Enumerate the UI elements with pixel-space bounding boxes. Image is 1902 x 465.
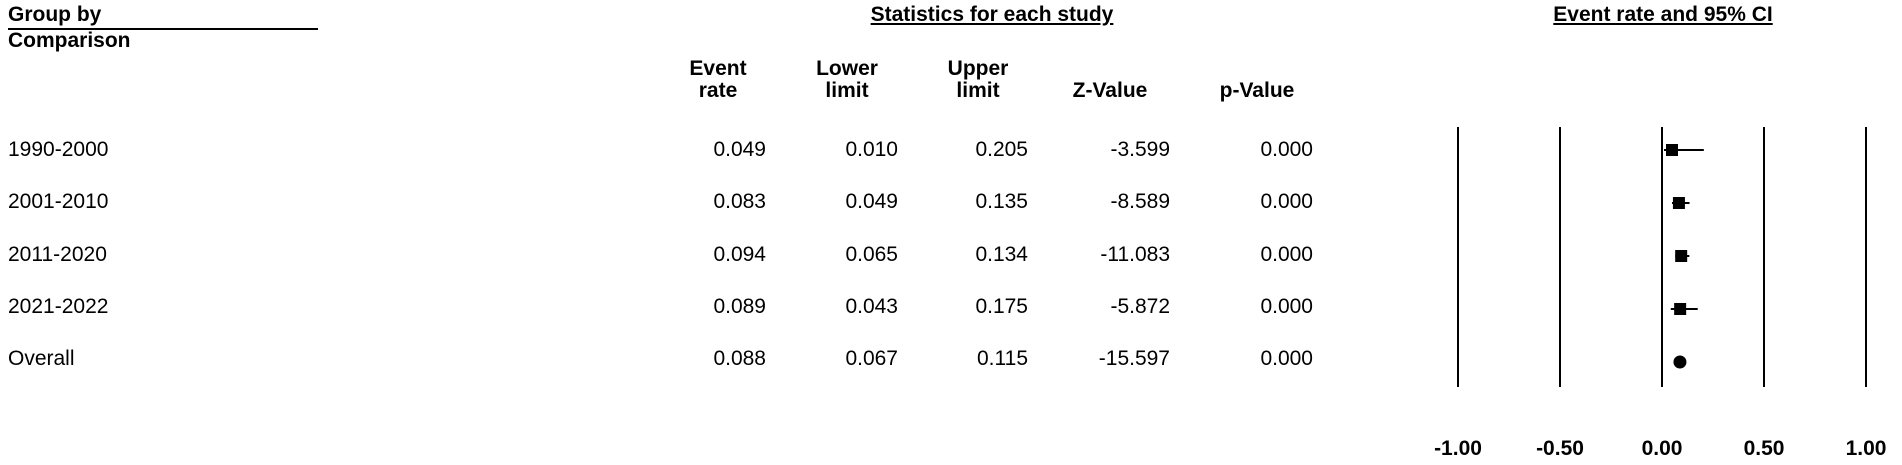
upper-limit-cell: 0.135	[975, 190, 1028, 213]
z-value-cell: -15.597	[1098, 347, 1170, 370]
x-tick-label: -1.00	[1434, 437, 1482, 460]
lower-limit-cell: 0.010	[845, 138, 898, 161]
group-by-header: Group by	[8, 3, 102, 26]
event-rate-cell: 0.094	[713, 243, 766, 266]
z-value-cell: -3.599	[1110, 138, 1170, 161]
event-rate-cell: 0.049	[713, 138, 766, 161]
row-label-overall: Overall	[8, 347, 75, 370]
point-estimate	[1674, 303, 1687, 315]
col-header-p-value: p-Value	[1219, 79, 1295, 102]
x-tick-label: 0.50	[1743, 437, 1785, 460]
stats-title: Statistics for each study	[870, 3, 1114, 26]
x-tick-label: 0.00	[1641, 437, 1683, 460]
point-estimate	[1672, 197, 1685, 209]
lower-limit-cell: 0.067	[845, 347, 898, 370]
p-value-cell: 0.000	[1260, 190, 1313, 213]
point-estimate	[1665, 144, 1678, 156]
p-value-cell: 0.000	[1260, 243, 1313, 266]
event-rate-cell: 0.089	[713, 295, 766, 318]
row-label: 1990-2000	[8, 138, 109, 161]
event-rate-cell: 0.083	[713, 190, 766, 213]
group-by-underline	[8, 28, 318, 30]
col-header-upper-limit: Upper limit	[947, 57, 1009, 102]
col-header-z-value: Z-Value	[1072, 79, 1148, 102]
p-value-cell: 0.000	[1260, 347, 1313, 370]
lower-limit-cell: 0.049	[845, 190, 898, 213]
comparison-header: Comparison	[8, 29, 131, 52]
summary-point	[1673, 355, 1687, 369]
col-header-lower-limit: Lower limit	[816, 57, 878, 102]
ci-title: Event rate and 95% CI	[1553, 3, 1773, 26]
lower-limit-cell: 0.065	[845, 243, 898, 266]
z-value-cell: -11.083	[1100, 243, 1170, 266]
z-value-cell: -5.872	[1110, 295, 1170, 318]
col-header-event-rate: Event rate	[689, 57, 747, 102]
upper-limit-cell: 0.134	[975, 243, 1028, 266]
x-tick-label: -0.50	[1536, 437, 1584, 460]
row-label: 2001-2010	[8, 190, 109, 213]
lower-limit-cell: 0.043	[845, 295, 898, 318]
row-label: 2011-2020	[8, 243, 107, 266]
upper-limit-cell: 0.205	[975, 138, 1028, 161]
p-value-cell: 0.000	[1260, 138, 1313, 161]
point-estimate	[1675, 250, 1688, 262]
x-tick-label: 1.00	[1845, 437, 1887, 460]
z-value-cell: -8.589	[1110, 190, 1170, 213]
upper-limit-cell: 0.115	[977, 347, 1028, 370]
upper-limit-cell: 0.175	[975, 295, 1028, 318]
p-value-cell: 0.000	[1260, 295, 1313, 318]
row-label: 2021-2022	[8, 295, 109, 318]
event-rate-cell: 0.088	[713, 347, 766, 370]
